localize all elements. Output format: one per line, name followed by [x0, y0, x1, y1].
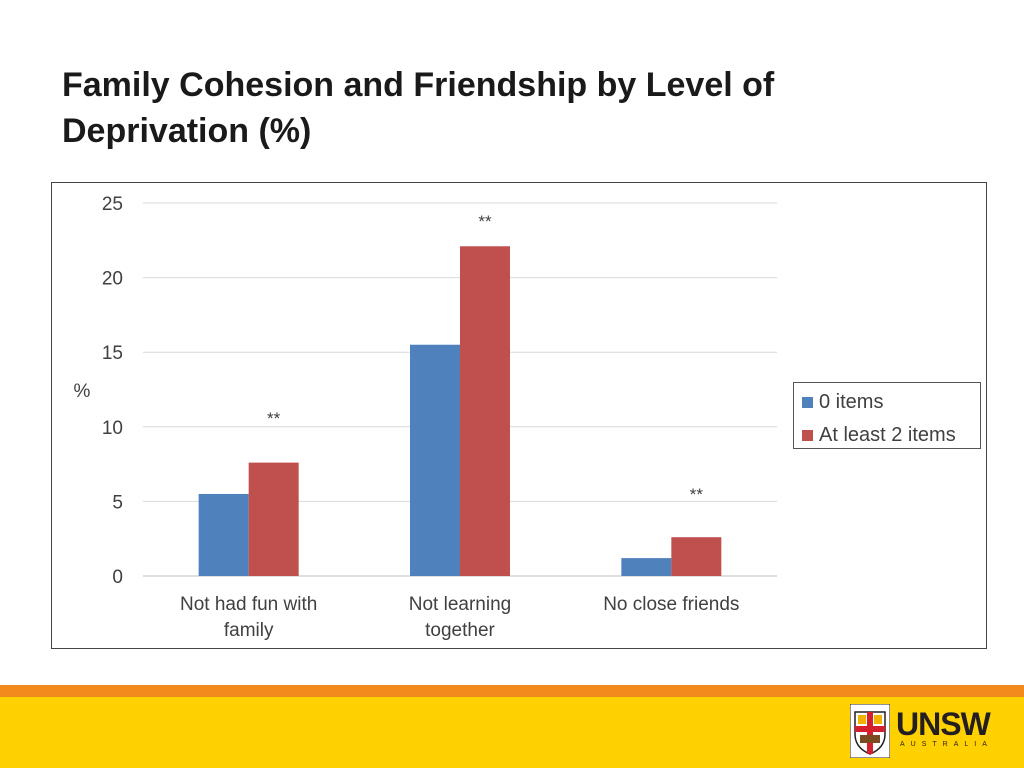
footer-orange-band — [0, 685, 1024, 697]
x-category-label-0-line-1: family — [224, 620, 274, 641]
bar-at-least-2-items-1 — [460, 246, 510, 576]
y-tick-label-20: 20 — [102, 269, 123, 290]
y-tick-label-15: 15 — [102, 343, 123, 364]
bar-at-least-2-items-2 — [671, 537, 722, 576]
y-tick-label-5: 5 — [112, 492, 123, 513]
y-tick-label-0: 0 — [112, 567, 123, 588]
legend-swatch-0-items — [802, 397, 813, 408]
legend-swatch-at-least-2-items — [802, 430, 813, 441]
x-category-label-2-line-0: No close friends — [603, 594, 739, 615]
significance-marker-0: ** — [267, 409, 281, 428]
x-category-label-1-line-1: together — [425, 620, 495, 641]
logo-wordmark: UNSW — [896, 706, 991, 742]
significance-marker-1: ** — [478, 212, 492, 231]
logo-subtitle: AUSTRALIA — [900, 741, 993, 748]
bar-0-items-0 — [198, 493, 249, 576]
slide-title: Family Cohesion and Friendship by Level … — [62, 66, 775, 150]
x-category-label-1-line-0: Not learning — [409, 594, 511, 615]
bar-0-items-2 — [621, 558, 672, 576]
legend-item-0-items: 0 items — [802, 386, 980, 419]
unsw-crest-icon — [849, 703, 891, 759]
y-tick-label-25: 25 — [102, 194, 123, 215]
y-axis-label: % — [74, 381, 91, 402]
chart-legend: 0 items At least 2 items — [793, 382, 981, 449]
bar-chart: 0 5 10 15 20 25% ** Not had fun with family ** Not… — [74, 194, 777, 641]
bar-at-least-2-items-0 — [248, 462, 299, 576]
y-tick-label-10: 10 — [102, 418, 123, 439]
legend-item-at-least-2-items: At least 2 items — [802, 419, 980, 452]
legend-label-at-least-2-items: At least 2 items — [819, 424, 956, 446]
legend-label-0-items: 0 items — [819, 391, 884, 413]
bar-0-items-1 — [410, 344, 460, 576]
chart-frame: 0 5 10 15 20 25% ** Not had fun with family ** Not… — [51, 182, 987, 649]
unsw-logo: UNSW AUSTRALIA — [849, 703, 1000, 760]
significance-marker-2: ** — [690, 485, 704, 504]
x-category-label-0-line-0: Not had fun with — [180, 594, 317, 615]
